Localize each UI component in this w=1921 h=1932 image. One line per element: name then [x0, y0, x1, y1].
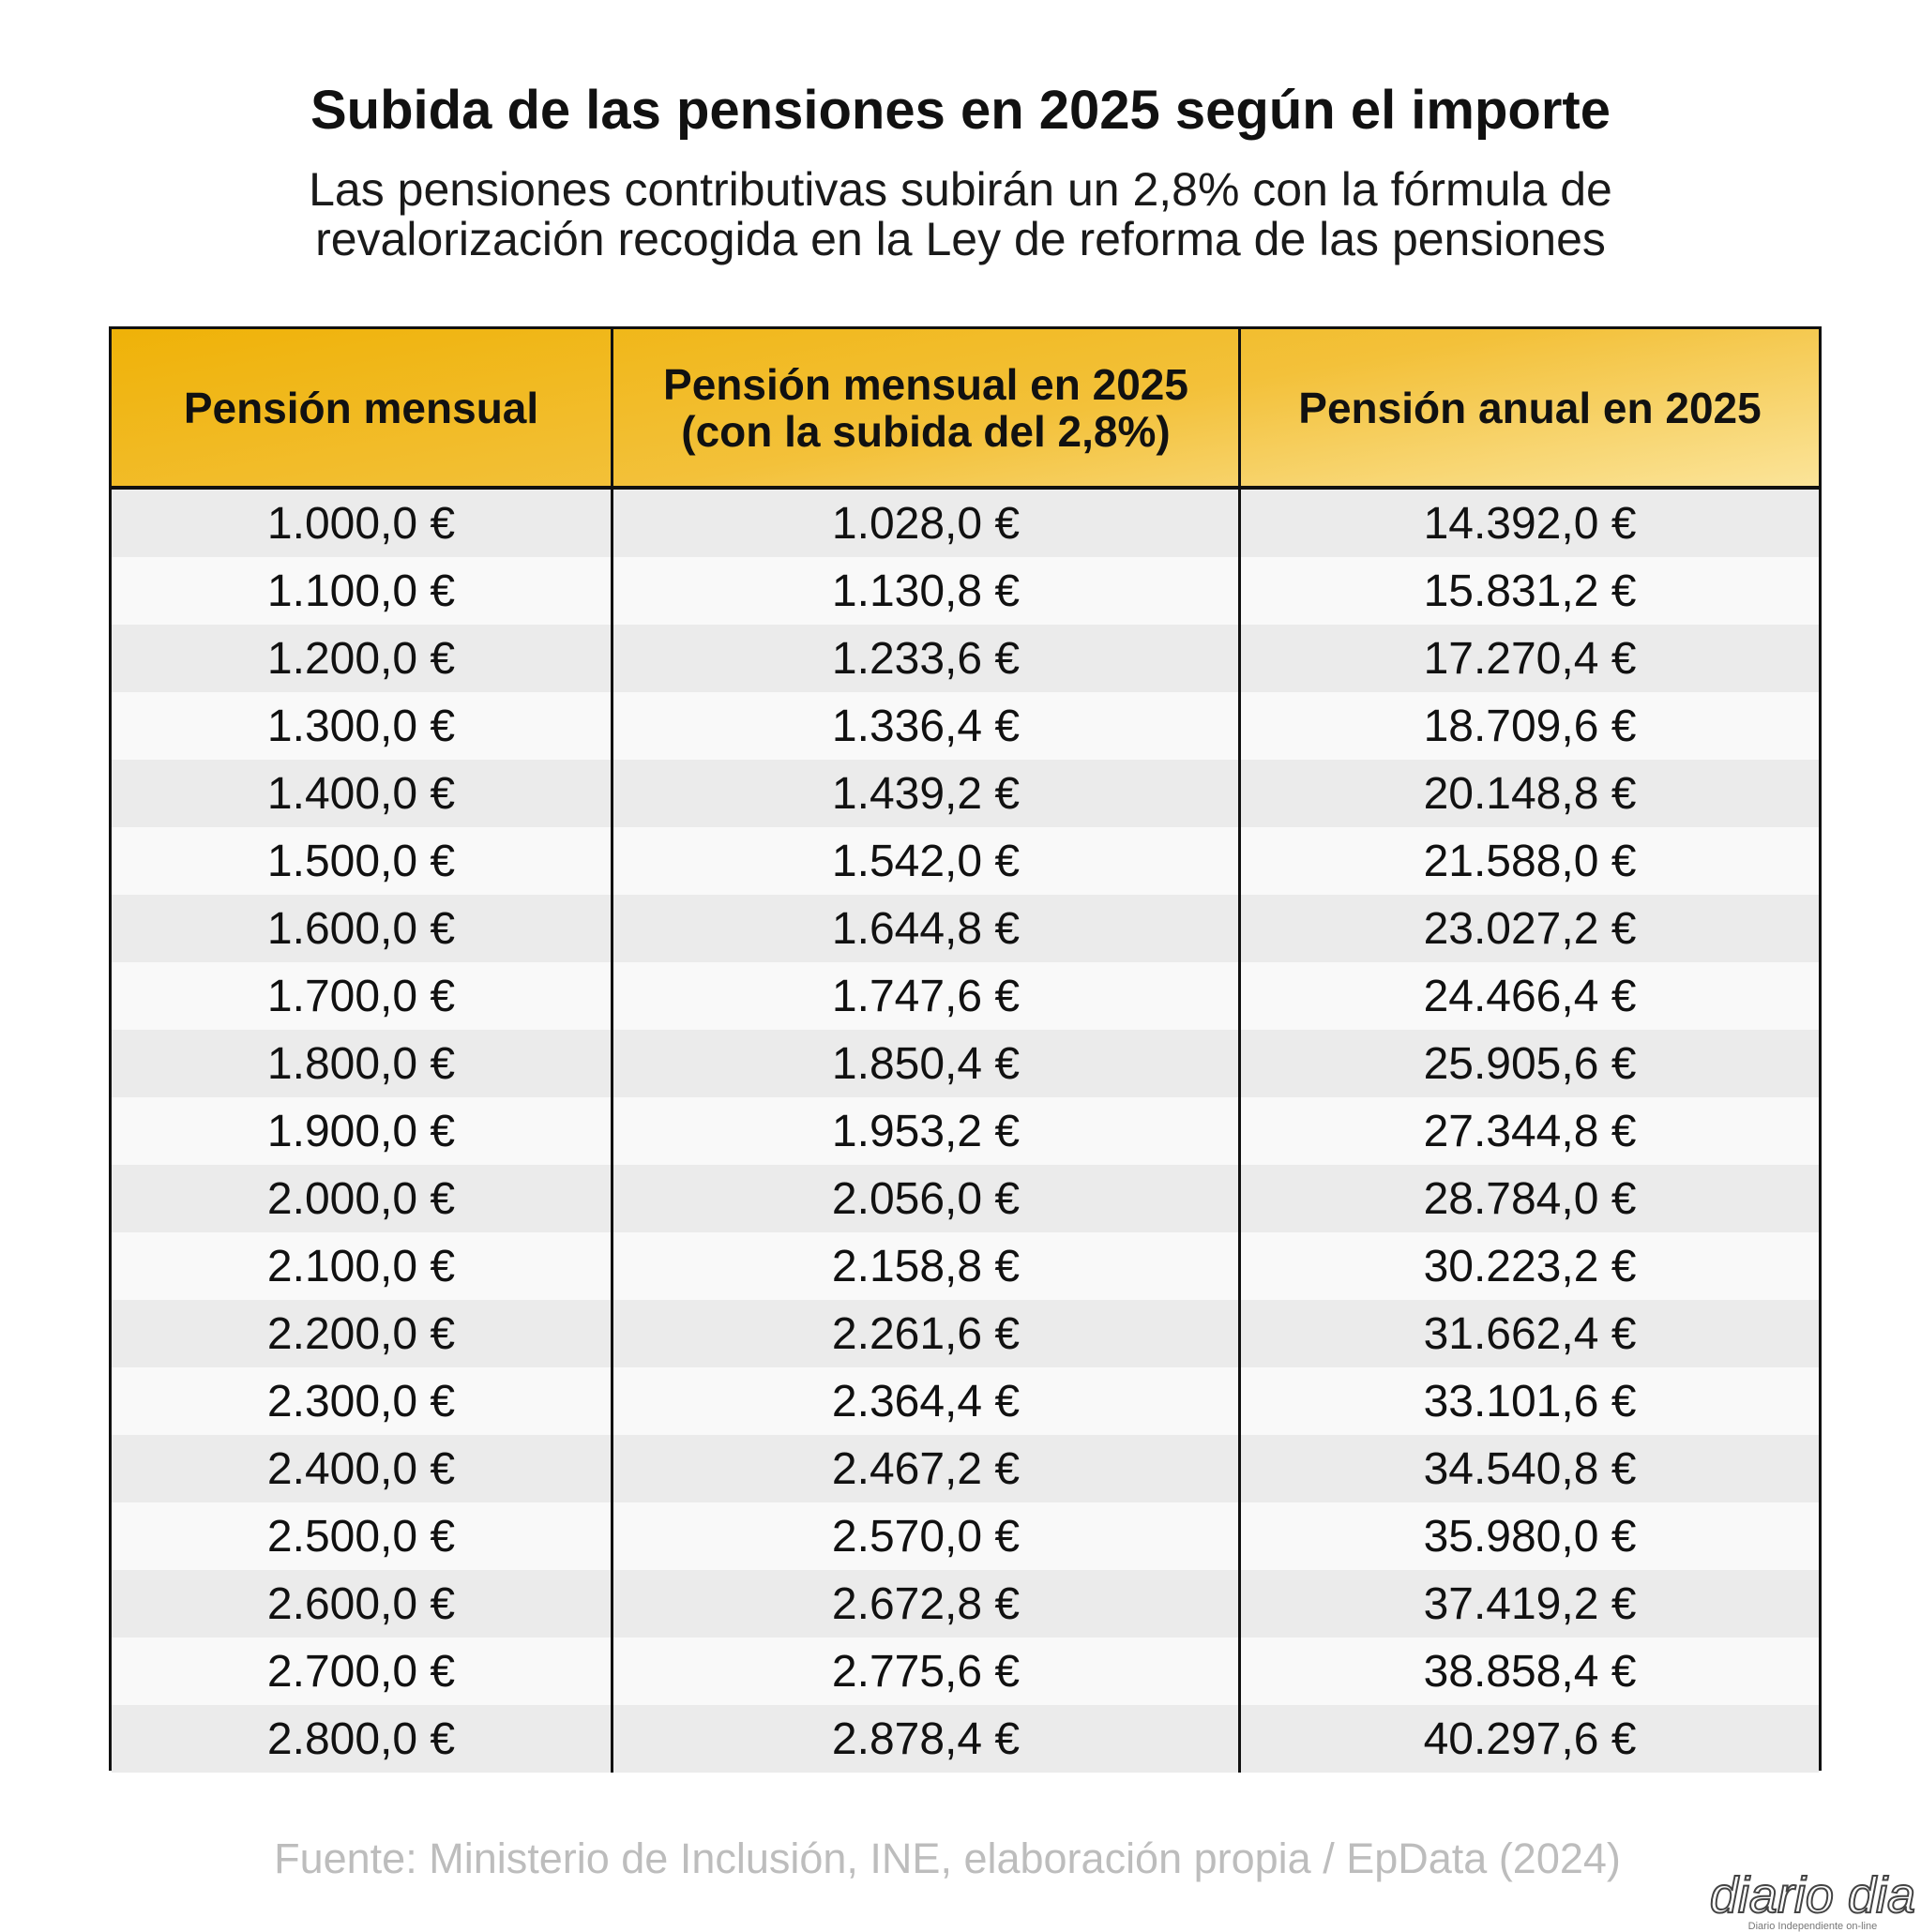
- table-cell: 28.784,0 €: [1423, 1173, 1637, 1224]
- table-cell: 1.500,0 €: [112, 827, 613, 895]
- logo-name: diario dia: [1709, 1867, 1916, 1924]
- table-cell: 2.261,6 €: [613, 1300, 1241, 1367]
- table-cell: 1.233,6 €: [613, 625, 1241, 692]
- table-cell: 31.662,4 €: [1423, 1308, 1637, 1359]
- table-cell: 38.858,4 €: [1423, 1646, 1637, 1697]
- subtitle-line: Las pensiones contributivas subirán un 2…: [309, 163, 1612, 216]
- table-cell: 2.000,0 €: [112, 1165, 613, 1232]
- table-cell: 2.672,8 €: [613, 1570, 1241, 1638]
- table-cell: 15.831,2 €: [1423, 566, 1637, 616]
- table-cell: 2.400,0 €: [112, 1435, 613, 1502]
- subtitle: Las pensiones contributivas subirán un 2…: [0, 165, 1921, 264]
- header-cell: Pensión mensual: [112, 329, 613, 486]
- source: Fuente: Ministerio de Inclusión, INE, el…: [274, 1834, 1621, 1882]
- table-cell: 1.644,8 €: [613, 895, 1241, 962]
- table-row: 1.700,0 €1.747,6 € 24.466,4 €: [112, 962, 1819, 1030]
- table-cell: 2.364,4 €: [613, 1367, 1241, 1435]
- header-text: Pensión anual en 2025: [1298, 383, 1762, 432]
- table-cell: 1.747,6 €: [613, 962, 1241, 1030]
- table-cell: 2.800,0 €: [112, 1705, 613, 1773]
- table-cell: 17.270,4 €: [1423, 633, 1637, 684]
- table-cell: 18.709,6 €: [1423, 701, 1637, 751]
- table-cell: 1.100,0 €: [112, 557, 613, 625]
- table-row: 1.300,0 €1.336,4 € 18.709,6 €: [112, 692, 1819, 760]
- table-cell: 21.588,0 €: [1423, 836, 1637, 886]
- table-row: 2.500,0 €2.570,0 € 35.980,0 €: [112, 1502, 1819, 1570]
- header-text: Pensión mensual: [183, 383, 539, 432]
- table-cell: 1.900,0 €: [112, 1097, 613, 1165]
- table-row: 1.400,0 €1.439,2 € 20.148,8 €: [112, 760, 1819, 827]
- table-cell: 1.542,0 €: [613, 827, 1241, 895]
- table-cell: 2.600,0 €: [112, 1570, 613, 1638]
- table-cell: 2.200,0 €: [112, 1300, 613, 1367]
- table-cell: 1.130,8 €: [613, 557, 1241, 625]
- table-cell: 37.419,2 €: [1423, 1578, 1637, 1629]
- title: Subida de las pensiones en 2025 según el…: [310, 80, 1611, 141]
- subtitle-line: revalorización recogida en la Ley de ref…: [315, 213, 1606, 265]
- table-row: 2.200,0 €2.261,6 € 31.662,4 €: [112, 1300, 1819, 1367]
- header-text: Pensión mensual en 2025: [663, 359, 1188, 409]
- table-cell: 2.570,0 €: [613, 1502, 1241, 1570]
- table-cell: 2.100,0 €: [112, 1232, 613, 1300]
- table-cell: 14.392,0 €: [1423, 498, 1637, 549]
- table-cell: 2.878,4 €: [613, 1705, 1241, 1773]
- table-cell: 1.600,0 €: [112, 895, 613, 962]
- table-row: 1.900,0 €1.953,2 € 27.344,8 €: [112, 1097, 1819, 1165]
- header-row: Pensión mensual Pensión mensual en 2025 (c…: [112, 329, 1819, 490]
- table: Pensión mensual Pensión mensual en 2025 (c…: [109, 326, 1822, 1773]
- table-row: 1.800,0 €1.850,4 € 25.905,6 €: [112, 1030, 1819, 1097]
- table-row: 2.800,0 €2.878,4 € 40.297,6 €: [112, 1705, 1819, 1773]
- table-cell: 23.027,2 €: [1423, 903, 1637, 954]
- table-cell: 1.300,0 €: [112, 692, 613, 760]
- table-cell: 1.953,2 €: [613, 1097, 1241, 1165]
- header-cell: Pensión anual en 2025: [1241, 329, 1819, 486]
- table-row: 1.000,0 €1.028,0 € 14.392,0 €: [112, 490, 1819, 557]
- table-cell: 1.336,4 €: [613, 692, 1241, 760]
- table-cell: 1.850,4 €: [613, 1030, 1241, 1097]
- header-cell: Pensión mensual en 2025 (con la subida de…: [613, 329, 1241, 486]
- table-cell: 2.056,0 €: [613, 1165, 1241, 1232]
- header-text: (con la subida del 2,8%): [681, 406, 1171, 456]
- table-row: 2.100,0 €2.158,8 € 30.223,2 €: [112, 1232, 1819, 1300]
- table-cell: 30.223,2 €: [1423, 1241, 1637, 1291]
- table-cell: 34.540,8 €: [1423, 1443, 1637, 1494]
- logo: diario dia Diario Independiente on-line: [1709, 1867, 1916, 1932]
- table-cell: 1.028,0 €: [613, 490, 1241, 557]
- table-row: 2.700,0 €2.775,6 € 38.858,4 €: [112, 1638, 1819, 1705]
- table-cell: 40.297,6 €: [1423, 1713, 1637, 1764]
- table-cell: 2.300,0 €: [112, 1367, 613, 1435]
- table-row: 2.000,0 €2.056,0 € 28.784,0 €: [112, 1165, 1819, 1232]
- table-cell: 1.439,2 €: [613, 760, 1241, 827]
- table-cell: 33.101,6 €: [1423, 1376, 1637, 1426]
- table-cell: 2.158,8 €: [613, 1232, 1241, 1300]
- table-cell: 35.980,0 €: [1423, 1511, 1637, 1562]
- table-row: 2.300,0 €2.364,4 € 33.101,6 €: [112, 1367, 1819, 1435]
- table-row: 1.600,0 €1.644,8 € 23.027,2 €: [112, 895, 1819, 962]
- table-cell: 25.905,6 €: [1423, 1038, 1637, 1089]
- table-row: 1.500,0 €1.542,0 € 21.588,0 €: [112, 827, 1819, 895]
- table-cell: 2.775,6 €: [613, 1638, 1241, 1705]
- table-cell: 1.200,0 €: [112, 625, 613, 692]
- table-row: 1.100,0 €1.130,8 € 15.831,2 €: [112, 557, 1819, 625]
- table-cell: 2.467,2 €: [613, 1435, 1241, 1502]
- table-row: 2.600,0 €2.672,8 € 37.419,2 €: [112, 1570, 1819, 1638]
- table-cell: 20.148,8 €: [1423, 768, 1637, 819]
- logo-tagline: Diario Independiente on-line: [1747, 1921, 1878, 1932]
- table-row: 2.400,0 €2.467,2 € 34.540,8 €: [112, 1435, 1819, 1502]
- table-cell: 2.500,0 €: [112, 1502, 613, 1570]
- table-cell: 1.700,0 €: [112, 962, 613, 1030]
- table-row: 1.200,0 €1.233,6 € 17.270,4 €: [112, 625, 1819, 692]
- table-cell: 1.400,0 €: [112, 760, 613, 827]
- table-cell: 1.800,0 €: [112, 1030, 613, 1097]
- table-cell: 2.700,0 €: [112, 1638, 613, 1705]
- table-cell: 27.344,8 €: [1423, 1106, 1637, 1156]
- table-cell: 1.000,0 €: [112, 490, 613, 557]
- table-cell: 24.466,4 €: [1423, 971, 1637, 1021]
